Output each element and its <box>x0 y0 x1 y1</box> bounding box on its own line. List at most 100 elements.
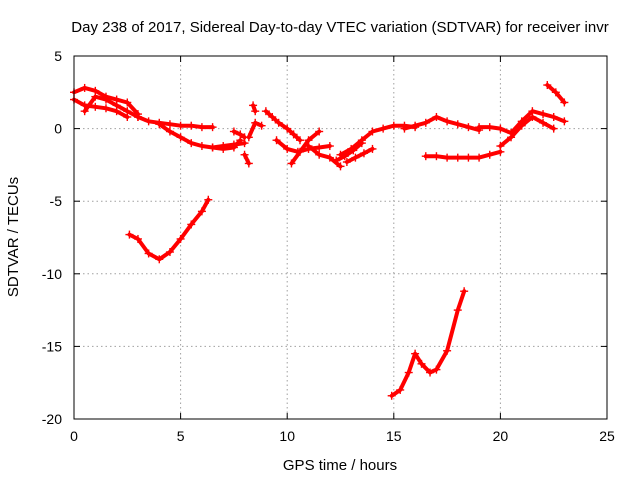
data-point <box>176 234 185 243</box>
data-point <box>368 127 377 136</box>
data-point <box>283 124 292 133</box>
series-arc-3 <box>82 94 140 119</box>
series-arc-13 <box>289 129 322 166</box>
data-point <box>485 123 494 132</box>
data-point <box>507 133 516 142</box>
series-arc-23 <box>127 197 211 262</box>
data-point <box>144 249 153 258</box>
data-point <box>197 142 206 151</box>
data-point <box>123 107 132 116</box>
data-point <box>101 104 110 113</box>
data-point <box>432 365 441 374</box>
data-point <box>236 130 245 139</box>
data-point <box>496 142 505 151</box>
data-point <box>443 153 452 162</box>
data-point <box>251 118 260 127</box>
data-point <box>204 195 213 204</box>
plot-frame <box>73 55 608 420</box>
y-tick-label: -20 <box>42 411 62 427</box>
data-point <box>325 153 334 162</box>
data-point <box>315 150 324 159</box>
data-point <box>517 121 526 130</box>
data-point <box>176 121 185 130</box>
data-point <box>144 117 153 126</box>
data-point <box>91 102 100 111</box>
ticks: 0 5 10 15 20 25 5 0 -5 -10 -15 -20 <box>42 48 615 444</box>
data-point <box>315 127 324 136</box>
series-arc-24 <box>389 289 467 398</box>
data-point <box>396 385 405 394</box>
data-point <box>443 117 452 126</box>
data-point <box>274 118 283 127</box>
data-point <box>91 92 100 101</box>
y-tick-label: -10 <box>42 266 62 282</box>
x-tick-label: 20 <box>493 428 509 444</box>
data-point <box>432 112 441 121</box>
data-point <box>357 139 366 148</box>
series-arc-16 <box>334 141 364 163</box>
data-point <box>539 118 548 127</box>
data-point <box>453 153 462 162</box>
series-arc-8 <box>242 152 251 166</box>
data-point <box>295 136 304 145</box>
data-point <box>551 88 560 97</box>
data-point <box>351 153 360 162</box>
data-point <box>549 112 558 121</box>
data-point <box>261 107 270 116</box>
series-arc-2 <box>72 97 130 119</box>
data-point <box>421 152 430 161</box>
data-point <box>359 149 368 158</box>
series-arc-21 <box>498 115 556 148</box>
y-tick-label: -15 <box>42 338 62 354</box>
data-layer <box>70 81 569 400</box>
data-point <box>464 153 473 162</box>
data-point <box>404 368 413 377</box>
data-point <box>443 346 452 355</box>
x-tick-label: 10 <box>279 428 295 444</box>
data-point <box>368 144 377 153</box>
data-point <box>125 230 134 239</box>
data-point <box>244 133 253 142</box>
data-point <box>475 153 484 162</box>
data-point <box>304 142 313 151</box>
data-point <box>453 306 462 315</box>
data-point <box>528 112 537 121</box>
data-point <box>165 120 174 129</box>
data-point <box>155 255 164 264</box>
data-point <box>560 98 569 107</box>
data-point <box>349 146 358 155</box>
data-point <box>287 159 296 168</box>
data-point <box>251 107 260 116</box>
data-point <box>187 121 196 130</box>
x-tick-label: 0 <box>70 428 78 444</box>
data-point <box>219 144 228 153</box>
data-point <box>340 152 349 161</box>
data-point <box>475 123 484 132</box>
data-point <box>560 117 569 126</box>
data-point <box>485 150 494 159</box>
series-arc-17 <box>344 146 375 164</box>
data-point <box>229 143 238 152</box>
data-point <box>187 220 196 229</box>
data-point <box>197 123 206 132</box>
data-point <box>295 147 304 156</box>
data-point <box>112 101 121 110</box>
data-point <box>165 127 174 136</box>
data-point <box>332 156 341 165</box>
data-point <box>283 144 292 153</box>
y-tick-label: 0 <box>54 121 62 137</box>
data-point <box>417 359 426 368</box>
data-point <box>197 207 206 216</box>
data-point <box>208 123 217 132</box>
data-point <box>389 121 398 130</box>
data-point <box>272 136 281 145</box>
data-point <box>268 112 277 121</box>
data-point <box>460 287 469 296</box>
data-point <box>342 157 351 166</box>
data-point <box>176 133 185 142</box>
data-point <box>411 121 420 130</box>
data-point <box>432 152 441 161</box>
data-point <box>101 95 110 104</box>
series-arc-6 <box>210 138 243 151</box>
